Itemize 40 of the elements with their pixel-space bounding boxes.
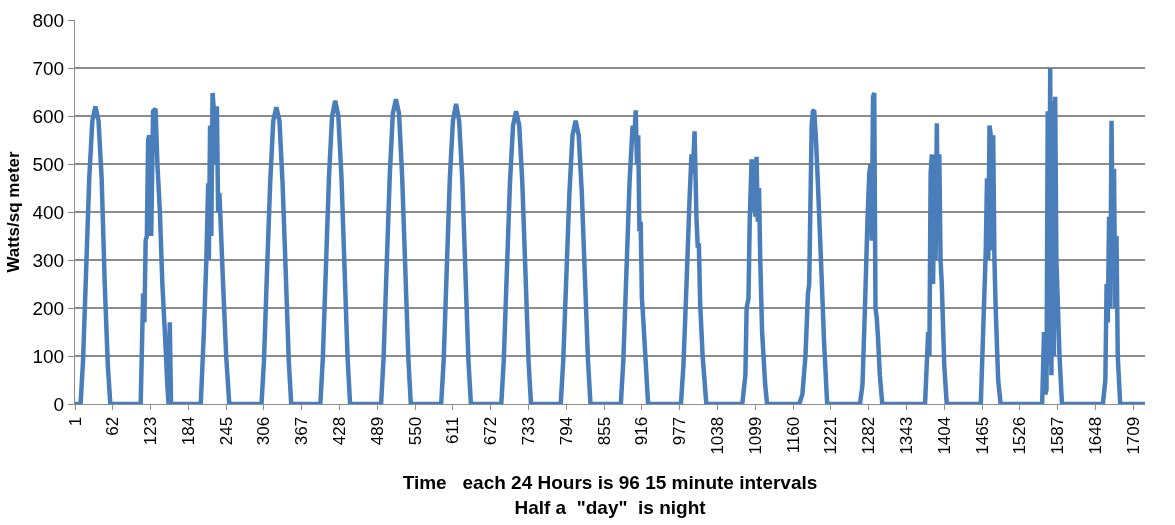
y-tick-label: 300 bbox=[32, 249, 65, 271]
x-tick-label: 1465 bbox=[972, 416, 992, 455]
x-tick-label: 123 bbox=[141, 416, 161, 446]
x-tick-label: 184 bbox=[178, 416, 198, 446]
x-tick-label: 977 bbox=[670, 416, 690, 446]
x-tick-label: 489 bbox=[367, 416, 387, 446]
x-tick-label: 1343 bbox=[896, 416, 916, 455]
y-tick-label: 200 bbox=[32, 297, 65, 319]
y-tick-label: 500 bbox=[32, 153, 65, 175]
x-tick-label: 245 bbox=[216, 416, 236, 446]
x-tick-label: 672 bbox=[481, 416, 501, 446]
x-tick-label: 1099 bbox=[745, 416, 765, 455]
y-tick-label: 400 bbox=[32, 201, 65, 223]
y-tick-label: 800 bbox=[32, 9, 65, 31]
y-axis-title: Watts/sq meter bbox=[4, 151, 24, 273]
x-tick-label: 1648 bbox=[1085, 416, 1105, 455]
y-tick-label: 100 bbox=[32, 345, 65, 367]
x-axis-title: Time each 24 Hours is 96 15 minute intervals Half a "day" is night bbox=[402, 472, 818, 519]
x-tick-label: 611 bbox=[443, 416, 463, 444]
x-tick-label: 1587 bbox=[1048, 416, 1068, 455]
x-tick-label: 367 bbox=[292, 416, 312, 446]
x-tick-label: 1526 bbox=[1010, 416, 1030, 455]
x-tick-label: 733 bbox=[519, 416, 539, 446]
x-tick-label: 1 bbox=[65, 416, 85, 427]
x-tick-label: 550 bbox=[405, 416, 425, 446]
y-tick-label: 0 bbox=[53, 393, 65, 415]
x-tick-label: 916 bbox=[632, 416, 652, 446]
x-tick-label: 1709 bbox=[1123, 416, 1143, 455]
y-tick-label: 700 bbox=[32, 57, 65, 79]
x-tick-label: 1160 bbox=[783, 416, 803, 454]
y-tick-label: 600 bbox=[32, 105, 65, 127]
x-tick-label: 1404 bbox=[934, 416, 954, 455]
x-tick-label: 1038 bbox=[708, 416, 728, 455]
x-tick-label: 1221 bbox=[821, 416, 841, 455]
x-tick-label: 794 bbox=[556, 416, 576, 446]
x-tick-label: 428 bbox=[330, 416, 350, 446]
x-tick-label: 1282 bbox=[859, 416, 879, 455]
x-tick-label: 62 bbox=[103, 416, 123, 436]
x-tick-label: 855 bbox=[594, 416, 614, 446]
x-tick-label: 306 bbox=[254, 416, 274, 446]
